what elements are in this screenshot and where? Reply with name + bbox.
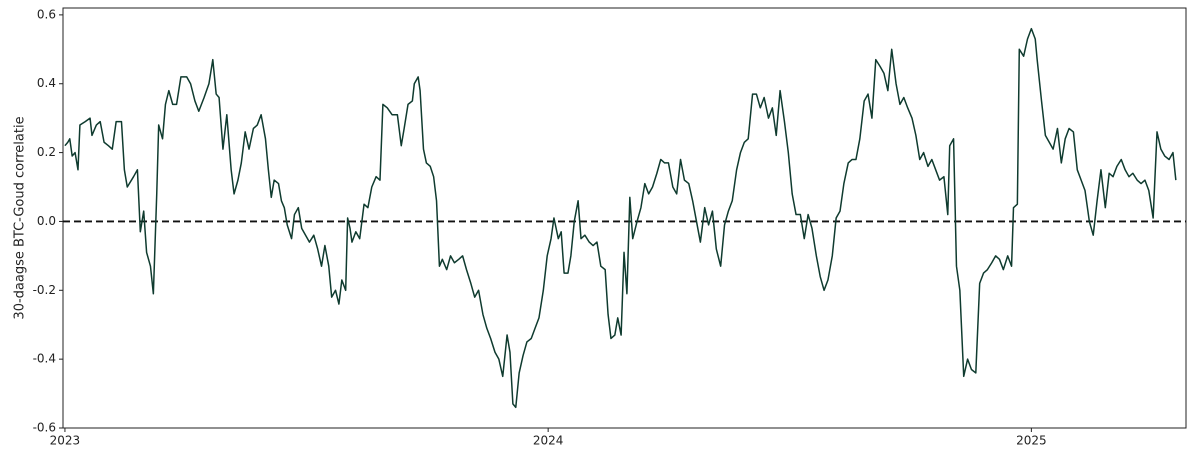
y-tick-label: 0.4 <box>37 76 56 90</box>
y-tick-label: 0.6 <box>37 7 56 21</box>
y-tick-label: -0.6 <box>33 421 56 435</box>
x-tick-label: 2023 <box>50 434 81 448</box>
x-tick-label: 2024 <box>533 434 564 448</box>
y-tick-label: -0.2 <box>33 283 56 297</box>
y-tick-label: 0.0 <box>37 214 56 228</box>
y-tick-label: -0.4 <box>33 352 56 366</box>
y-tick-label: 0.2 <box>37 145 56 159</box>
data-line <box>64 27 1177 409</box>
plot-frame <box>62 7 1187 429</box>
x-tick-label: 2025 <box>1016 434 1047 448</box>
y-axis-label: 30-daagse BTC-Goud correlatie <box>13 116 28 319</box>
